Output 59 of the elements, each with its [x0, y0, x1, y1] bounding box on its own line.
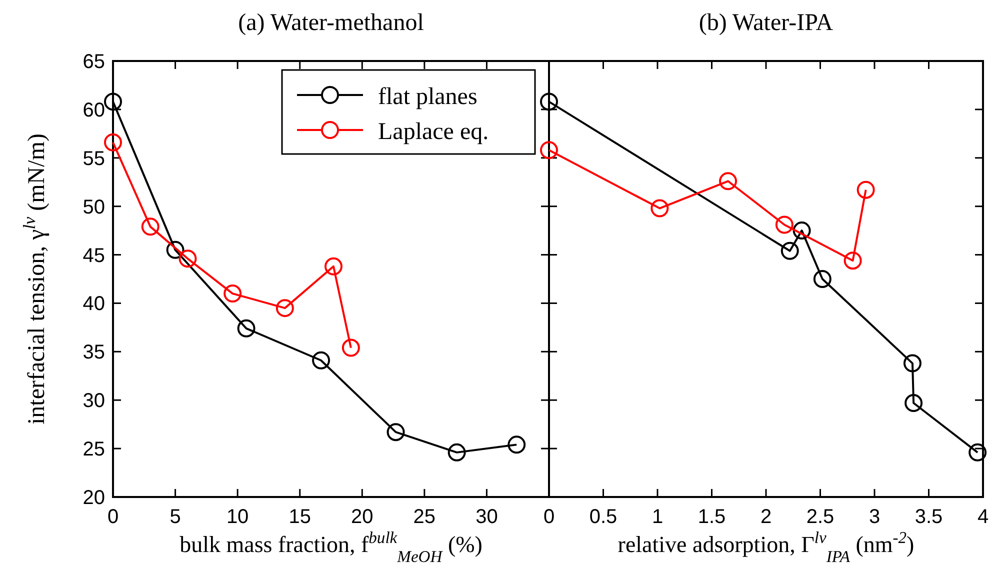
y-tick-label: 25: [82, 438, 105, 461]
point: [780, 242, 799, 260]
point: [650, 199, 669, 218]
point: [508, 436, 526, 454]
x-tick-label: 2.5: [806, 506, 834, 528]
y-tick-label: 60: [82, 99, 105, 122]
point: [178, 250, 197, 268]
y-tick-label: 40: [82, 293, 105, 316]
point: [903, 354, 922, 372]
x-axis-title: relative adsorption, Γ$^{lv}$$_{IPA}$ (nm$^{-2}$): [618, 528, 914, 566]
point: [540, 141, 558, 160]
point: [719, 172, 738, 190]
x-tick-label: 0: [543, 506, 555, 528]
point: [968, 443, 987, 462]
point: [141, 218, 160, 236]
y-tick-label: 65: [82, 51, 105, 73]
x-tick-label: 30: [476, 506, 498, 528]
point: [813, 270, 832, 288]
point: [386, 423, 405, 442]
y-tick-label: 55: [82, 148, 105, 170]
x-tick-label: 3.5: [914, 506, 943, 528]
x-tick-label: 20: [351, 506, 374, 528]
point: [540, 92, 558, 111]
point: [775, 216, 794, 234]
y-tick-label: 20: [82, 487, 105, 509]
point: [792, 222, 811, 240]
point: [904, 394, 923, 412]
x-tick-label: 3: [868, 506, 880, 528]
x-tick-label: 10: [226, 506, 249, 528]
x-tick-label: 2: [760, 506, 772, 528]
y-tick-label: 45: [82, 244, 105, 267]
y-tick-label: 30: [82, 390, 105, 412]
chart-title: (a) Water-methanol: [238, 10, 424, 36]
x-tick-label: 0.5: [589, 506, 618, 528]
x-tick-label: 4: [977, 506, 989, 528]
x-tick-label: 5: [170, 506, 181, 528]
point: [342, 338, 360, 357]
legend-label: Laplace eq.: [378, 119, 489, 145]
point: [312, 351, 330, 370]
point: [856, 180, 875, 199]
point: [844, 252, 862, 270]
y-tick-label: 50: [82, 196, 105, 218]
x-tick-label: 25: [413, 506, 436, 528]
point: [448, 443, 466, 462]
legend-label: flat planes: [378, 84, 478, 110]
point: [104, 133, 122, 152]
point: [166, 240, 184, 259]
point: [276, 299, 294, 318]
x-tick-label: 15: [288, 506, 311, 528]
point: [237, 319, 256, 338]
x-tick-label: 0: [107, 506, 119, 528]
x-tick-label: 1.5: [698, 506, 726, 528]
point: [104, 92, 122, 111]
point: [324, 257, 342, 276]
point: [224, 284, 242, 303]
x-tick-label: 1: [652, 506, 664, 528]
x-axis-title: bulk mass fraction, f$^{bulk}$$_{MeOH}$ (%): [180, 528, 482, 566]
y-tick-label: 35: [82, 342, 105, 364]
chart-title: (b) Water-IPA: [698, 10, 834, 36]
